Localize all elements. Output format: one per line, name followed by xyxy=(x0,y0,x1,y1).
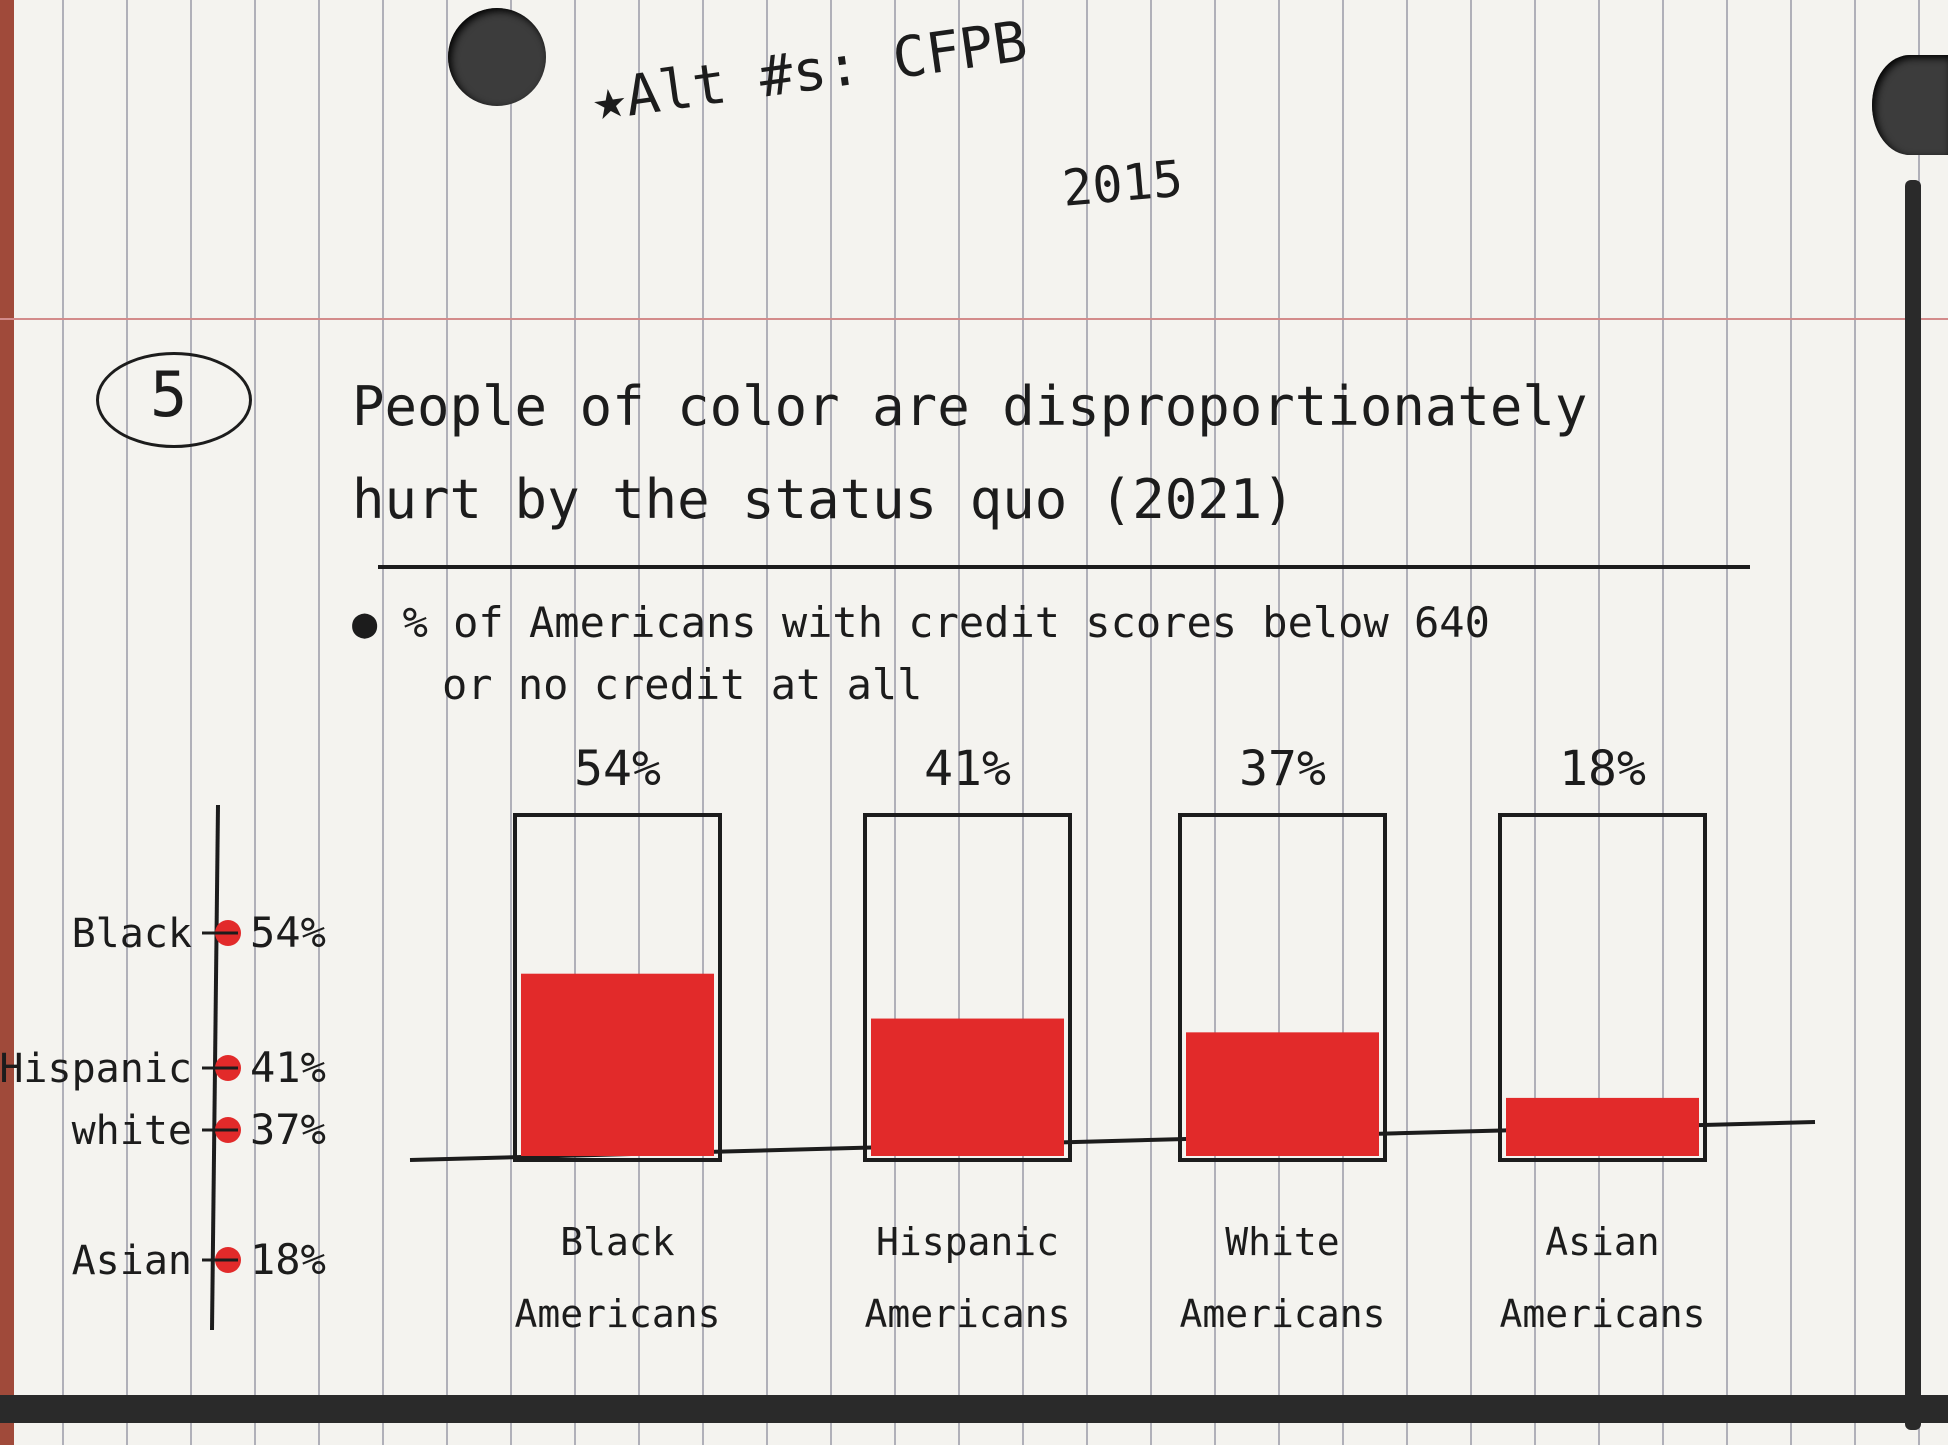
item-number-circle xyxy=(96,352,252,448)
bar xyxy=(871,1018,1064,1156)
category-label: Americans xyxy=(865,1292,1071,1336)
binder-hole-top xyxy=(448,8,546,106)
category-label: Black xyxy=(560,1220,675,1264)
chart-subtitle-line2: or no credit at all xyxy=(442,660,923,709)
number-line-label: white xyxy=(72,1108,192,1154)
bar xyxy=(521,973,714,1156)
page-title-line2: hurt by the status quo (2021) xyxy=(352,468,1295,531)
title-underline xyxy=(378,565,1750,569)
bar-outline xyxy=(1178,813,1387,1162)
number-line-value: 18% xyxy=(250,1235,326,1284)
number-line-label: Hispanic xyxy=(0,1046,192,1092)
bar-outline xyxy=(1498,813,1707,1162)
number-line-value: 54% xyxy=(250,908,326,957)
bottom-horizontal-rule xyxy=(0,1395,1948,1423)
right-vertical-rule xyxy=(1905,180,1921,1430)
red-margin-line xyxy=(0,318,1948,320)
number-line-label: Black xyxy=(72,911,192,957)
bar-value-label: 41% xyxy=(924,741,1011,797)
category-label: White xyxy=(1225,1220,1339,1264)
binder-hole-right xyxy=(1872,55,1948,155)
chart-subtitle-line1: ● % of Americans with credit scores belo… xyxy=(352,598,1490,647)
bar-outline xyxy=(863,813,1072,1162)
bar-value-label: 37% xyxy=(1239,741,1326,797)
number-line-value: 41% xyxy=(250,1043,326,1092)
number-line-label: Asian xyxy=(72,1238,192,1284)
page-edge xyxy=(0,0,14,1445)
bar-outline xyxy=(513,813,722,1162)
item-number: 5 xyxy=(150,358,188,431)
page-title-line1: People of color are disproportionately xyxy=(352,375,1588,438)
bar xyxy=(1506,1097,1699,1156)
number-line-value: 37% xyxy=(250,1105,326,1154)
category-label: Americans xyxy=(515,1292,721,1336)
category-label: Hispanic xyxy=(876,1220,1059,1264)
category-label: Americans xyxy=(1500,1292,1706,1336)
bar xyxy=(1186,1032,1379,1156)
bar-value-label: 54% xyxy=(574,741,661,797)
category-label: Americans xyxy=(1180,1292,1386,1336)
category-label: Asian xyxy=(1545,1220,1659,1264)
bar-value-label: 18% xyxy=(1559,741,1646,797)
